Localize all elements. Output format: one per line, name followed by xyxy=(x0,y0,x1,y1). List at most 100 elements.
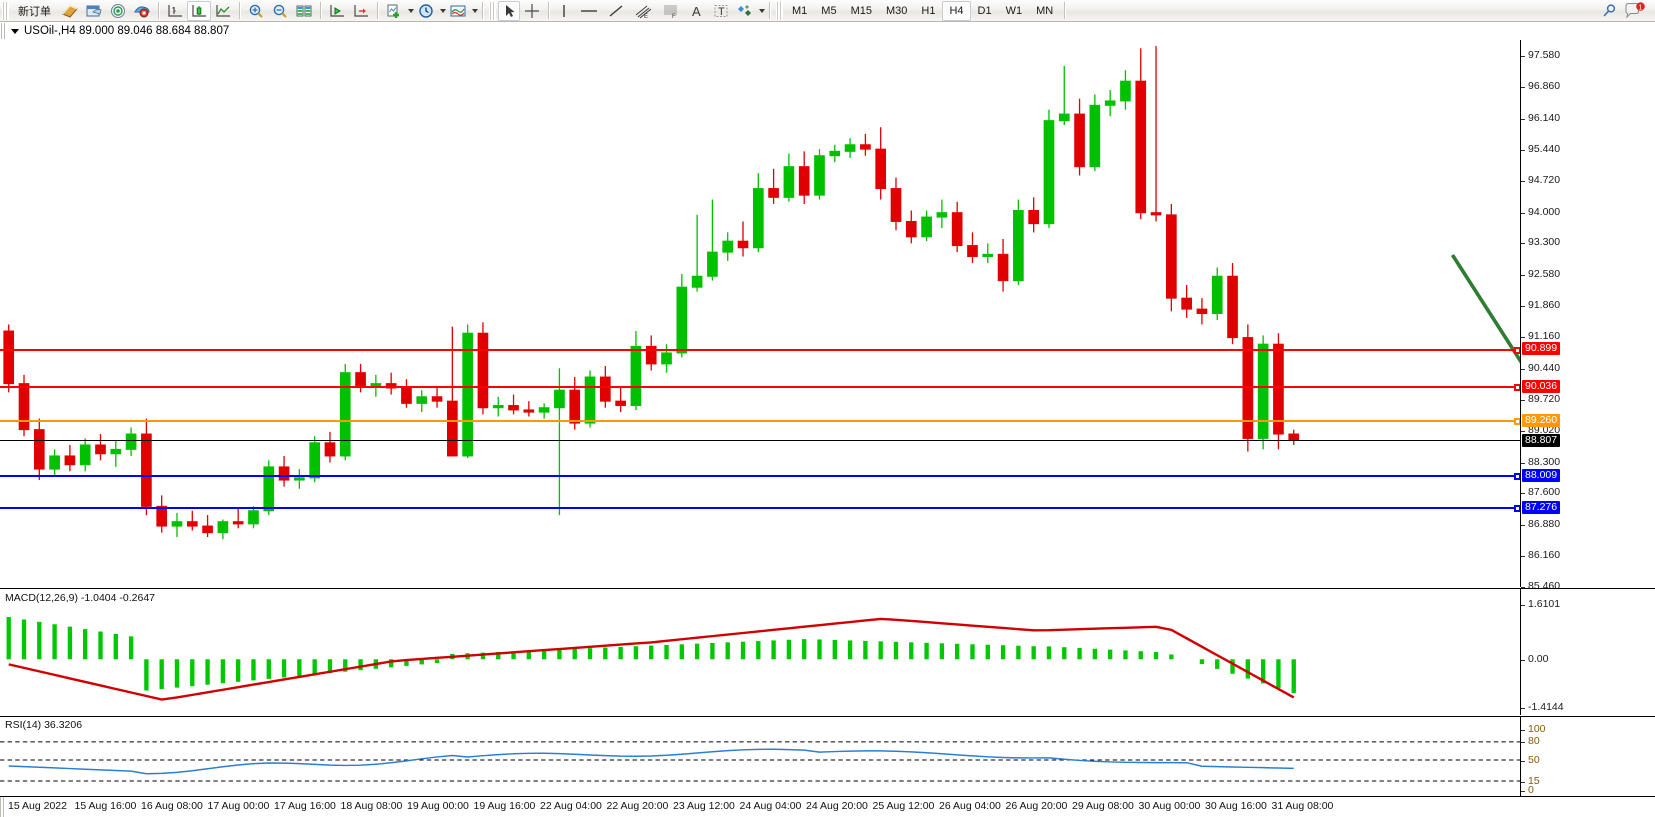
line-glyph xyxy=(216,4,230,17)
rsi-label: RSI(14) 36.3206 xyxy=(5,719,83,731)
timeframe-label: W1 xyxy=(1005,4,1023,17)
rsi-panel[interactable]: RSI(14) 36.3206 100 80 50 15 0 xyxy=(0,716,1655,796)
price-tag-resistance: 90.899 xyxy=(1522,342,1561,356)
bar-chart-icon[interactable] xyxy=(163,1,187,21)
new-order-button[interactable]: 新订单 xyxy=(11,1,58,21)
candlestick-chart-icon[interactable] xyxy=(187,0,211,21)
bars-glyph xyxy=(168,4,182,17)
price-tag-resistance: 90.036 xyxy=(1522,379,1561,393)
zoom-out-icon[interactable] xyxy=(268,1,292,21)
periods-dropdown-icon[interactable] xyxy=(440,8,446,13)
horizontal-line-icon[interactable] xyxy=(575,1,603,21)
price-level-line-resistance[interactable] xyxy=(0,384,1521,392)
messages-icon[interactable]: 1 xyxy=(1621,1,1649,21)
vline-glyph xyxy=(563,4,565,17)
text-label-icon[interactable]: T xyxy=(709,1,733,21)
time-tick-label: 30 Aug 00:00 xyxy=(1138,800,1201,812)
candlestick-series xyxy=(3,46,1300,540)
svg-text:A: A xyxy=(692,4,701,19)
indicators-dropdown-icon[interactable] xyxy=(408,8,414,13)
autoscroll-glyph xyxy=(330,4,344,17)
price-annotations xyxy=(1450,254,1581,452)
messages-badge-count: 1 xyxy=(1639,4,1643,11)
expert-glyph xyxy=(134,5,150,17)
timeframe-bar: M1 M5 M15 M30 H1 H4 D1 W1 MN xyxy=(785,0,1060,21)
timeframe-button-mn[interactable]: MN xyxy=(1029,1,1060,21)
timeframe-button-m1[interactable]: M1 xyxy=(785,1,814,21)
time-tick-label: 16 Aug 08:00 xyxy=(141,800,203,812)
equidistant-channel-icon[interactable]: E xyxy=(629,1,657,21)
chart-collapse-icon[interactable] xyxy=(11,28,19,34)
timeframe-button-m5[interactable]: M5 xyxy=(814,1,843,21)
time-tick-label: 18 Aug 08:00 xyxy=(340,800,403,812)
timeframe-button-h1[interactable]: H1 xyxy=(914,1,942,21)
macd-series xyxy=(6,617,1296,701)
price-level-line-support[interactable] xyxy=(0,473,1521,481)
auto-scroll-icon[interactable] xyxy=(325,1,349,21)
price-level-line-pivot[interactable] xyxy=(0,418,1521,426)
price-axis[interactable]: 97.580 96.860 96.140 95.440 94.720 94.000 93.3… xyxy=(1520,40,1655,592)
timeframe-button-d1[interactable]: D1 xyxy=(971,1,999,21)
text-icon[interactable]: A xyxy=(685,1,709,21)
timeframe-label: M30 xyxy=(885,4,908,17)
timeframe-label: H1 xyxy=(921,4,936,17)
hline-glyph xyxy=(581,9,597,12)
A-glyph: A xyxy=(692,4,701,19)
vertical-line-icon[interactable] xyxy=(553,1,575,21)
macd-plot[interactable]: MACD(12,26,9) -1.0404 -0.2647 xyxy=(0,589,1655,715)
terminal-window-icon[interactable] xyxy=(82,1,106,21)
price-level-line-resistance[interactable] xyxy=(0,346,1521,354)
objects-dropdown-icon[interactable] xyxy=(759,8,765,13)
price-candles-area[interactable] xyxy=(0,40,1655,587)
rsi-axis: 100 80 50 15 0 xyxy=(1520,717,1655,796)
time-tick-label: 19 Aug 00:00 xyxy=(407,800,469,812)
trendline-icon[interactable] xyxy=(603,1,629,21)
price-level-line-support[interactable] xyxy=(0,505,1521,513)
drawing-toolbar-grip[interactable] xyxy=(489,1,496,20)
cursor-icon[interactable] xyxy=(498,0,520,21)
timeframe-button-w1[interactable]: W1 xyxy=(999,1,1030,21)
objects-list-icon[interactable] xyxy=(733,1,757,21)
timeframe-label: H4 xyxy=(949,4,964,17)
price-panel[interactable]: 97.580 96.860 96.140 95.440 94.720 94.000 93.3… xyxy=(0,40,1655,592)
toolbar-grip[interactable] xyxy=(2,1,9,20)
fibonacci-retracement-icon[interactable]: F xyxy=(657,1,685,21)
line-chart-icon[interactable] xyxy=(211,1,235,21)
data-center-icon[interactable] xyxy=(106,1,130,21)
timeframe-label: M5 xyxy=(821,4,837,17)
timeframe-button-h4[interactable]: H4 xyxy=(942,0,971,21)
indicators-icon[interactable] xyxy=(382,1,406,21)
current-price-line xyxy=(0,440,1520,442)
time-tick-label: 31 Aug 08:00 xyxy=(1271,800,1334,812)
chart-shift-icon[interactable] xyxy=(349,1,373,21)
rsi-plot[interactable]: RSI(14) 36.3206 xyxy=(0,717,1655,796)
chart-plot-area[interactable]: 97.580 96.860 96.140 95.440 94.720 94.000 93.3… xyxy=(0,40,1655,817)
chart-title: USOil-,H4 89.000 89.046 88.684 88.807 xyxy=(24,25,230,37)
time-tick-label: 15 Aug 16:00 xyxy=(74,800,137,812)
channel-e-glyph: E xyxy=(635,5,652,19)
time-tick-label: 24 Aug 04:00 xyxy=(739,800,802,812)
timeframe-button-m30[interactable]: M30 xyxy=(879,1,914,21)
chart-header-grip[interactable] xyxy=(1,23,7,39)
time-axis[interactable]: 15 Aug 2022 15 Aug 16:00 16 Aug 08:00 17 Au… xyxy=(0,796,1655,817)
metaeditor-icon[interactable] xyxy=(58,1,82,21)
svg-text:E: E xyxy=(644,14,648,19)
time-axis-grip[interactable] xyxy=(0,797,5,817)
templates-dropdown-icon[interactable] xyxy=(472,8,478,13)
search-icon[interactable] xyxy=(1597,1,1621,21)
templates-icon[interactable] xyxy=(446,1,470,21)
data-window-icon[interactable] xyxy=(292,1,316,21)
macd-axis: 1.6101 0.00 -1.4144 xyxy=(1520,589,1655,715)
time-tick-label: 15 Aug 2022 xyxy=(8,800,67,812)
autotrading-icon[interactable] xyxy=(130,1,154,21)
zoom-in-icon[interactable] xyxy=(244,1,268,21)
time-tick-label: 24 Aug 20:00 xyxy=(806,800,868,812)
search-glyph xyxy=(1603,3,1616,17)
periods-icon[interactable] xyxy=(414,1,438,21)
timeframe-button-m15[interactable]: M15 xyxy=(844,1,879,21)
timeframe-toolbar-grip[interactable] xyxy=(776,1,783,20)
crosshair-icon[interactable] xyxy=(520,1,544,21)
macd-panel[interactable]: MACD(12,26,9) -1.0404 -0.2647 1.6101 0.00… xyxy=(0,588,1655,715)
chart-header: USOil-,H4 89.000 89.046 88.684 88.807 xyxy=(0,22,1655,40)
